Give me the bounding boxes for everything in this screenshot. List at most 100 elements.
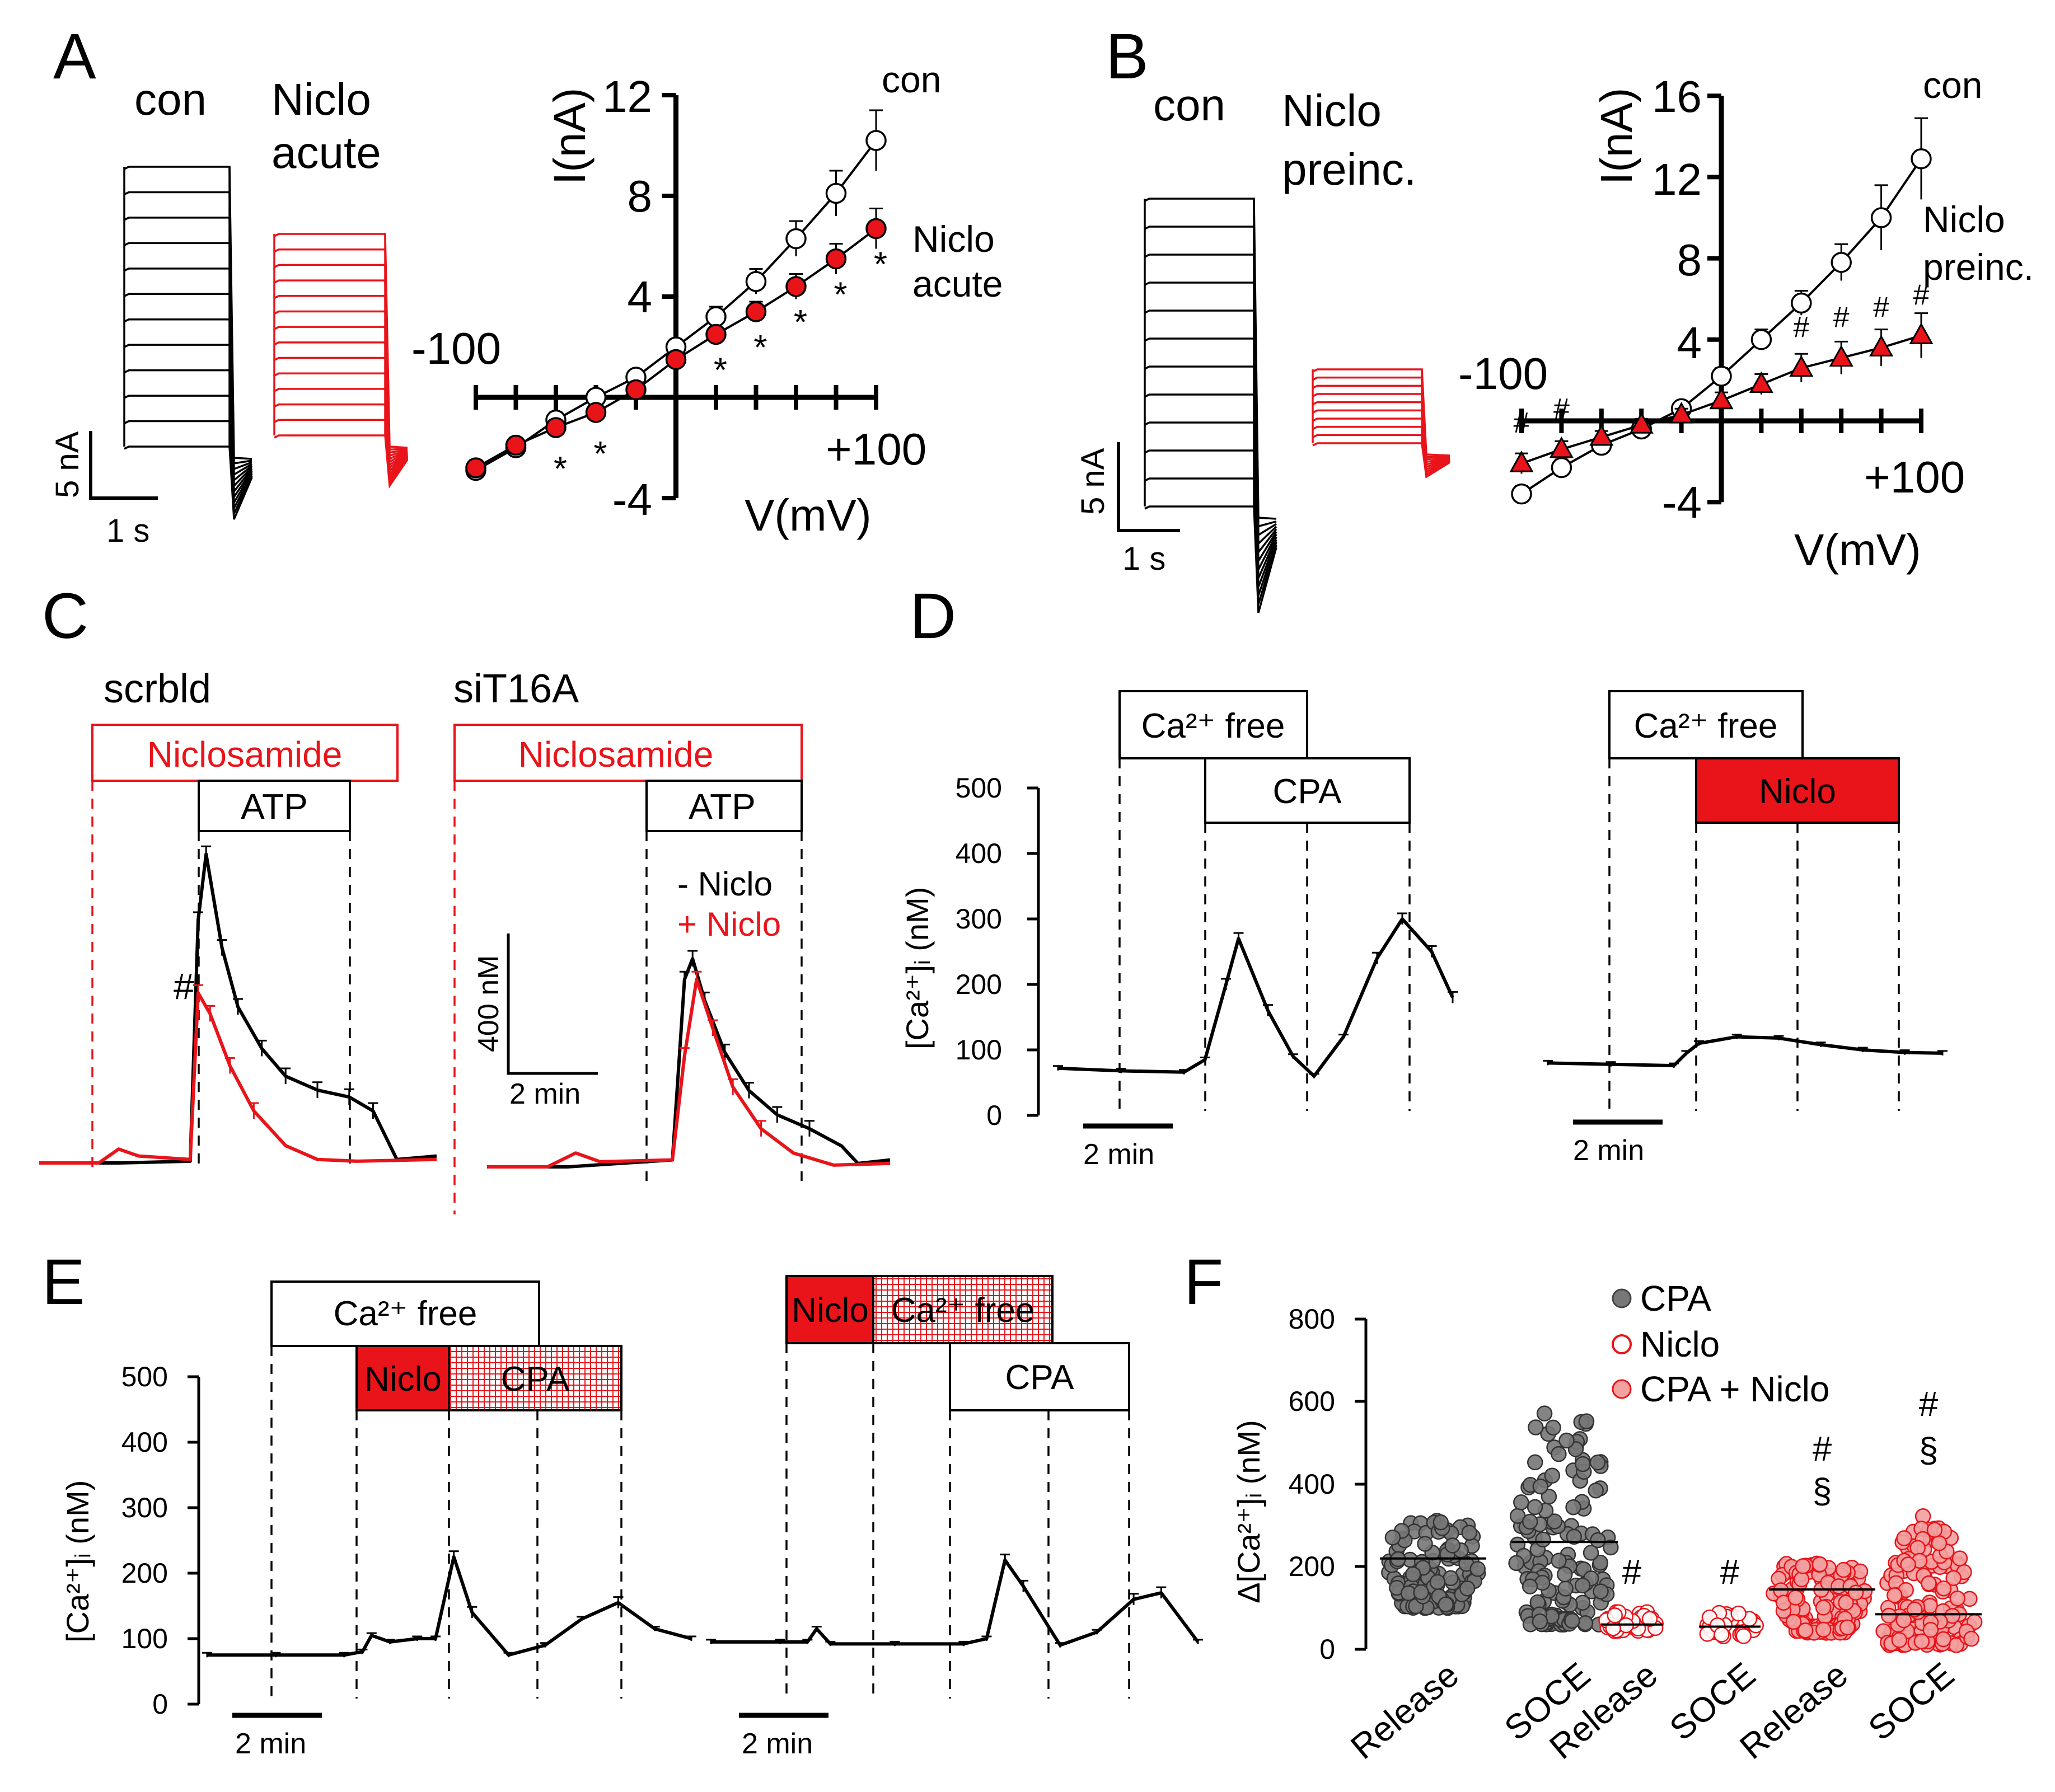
scatter-point <box>1575 1456 1591 1472</box>
scatter-point <box>1887 1587 1903 1603</box>
scatter-point <box>1787 1589 1804 1606</box>
scatter-point <box>1546 1513 1563 1530</box>
calcium-trace <box>1057 917 1454 1078</box>
panel-d-left-cpa-label: CPA <box>1273 772 1342 811</box>
scatter-point <box>1913 1633 1930 1650</box>
scatter-point <box>1795 1558 1811 1574</box>
panel-c-right-niclosamide-label: Niclosamide <box>518 734 714 775</box>
iv-point <box>1750 329 1772 350</box>
panel-a-con-label: con <box>134 74 207 124</box>
panel-a-iv-plot: I(nA) V(mV) -100 +100 12 8 4 -4 con Nicl… <box>411 59 1003 540</box>
iv-point <box>1509 451 1534 472</box>
panel-e-left-niclo-box <box>355 1345 450 1411</box>
panel-d-y-axis-label: [Ca²⁺]ᵢ (nM) <box>900 887 935 1049</box>
significance-marker: * <box>753 329 767 367</box>
scatter-point <box>1880 1607 1897 1624</box>
scatter-point <box>1785 1613 1802 1630</box>
scatter-point <box>1815 1599 1832 1616</box>
current-step-trace <box>1312 376 1450 458</box>
scatter-point <box>1847 1584 1864 1601</box>
panel-b-con-current-traces <box>1144 198 1277 613</box>
scatter-point <box>1528 1419 1544 1436</box>
panel-e-right-cpa-box <box>949 1342 1130 1411</box>
scatter-point <box>1951 1550 1968 1566</box>
scatter-point <box>1532 1613 1548 1630</box>
iv-point <box>1629 412 1654 434</box>
scatter-point <box>1566 1528 1583 1545</box>
scatter-point <box>1384 1530 1401 1546</box>
panel-c-left-atp-label: ATP <box>241 786 308 827</box>
panel-e: 500 400 300 200 100 0 [Ca²⁺]ᵢ (nM) Ca²⁺ … <box>60 1275 1203 1760</box>
significance-marker: § <box>1919 1431 1938 1470</box>
significance-marker: # <box>1720 1553 1740 1592</box>
panel-b-niclo-label-1: Niclo <box>1282 86 1382 135</box>
scatter-point <box>1459 1580 1476 1597</box>
panel-e-left-ca-free-label: Ca²⁺ free <box>334 1294 478 1333</box>
panel-a-iv-y-tick-8: 8 <box>628 171 653 221</box>
iv-point <box>1711 365 1732 387</box>
panel-a-con-current-traces <box>123 166 253 520</box>
panel-b-series-niclo-label-1: Niclo <box>1923 199 2005 240</box>
panel-c-scale-y-label: 400 nM <box>472 955 505 1052</box>
panel-e-y-axis <box>188 1375 200 1706</box>
panel-a-traces: con Niclo acute 5 nA 1 s <box>49 74 409 549</box>
panel-e-y-tick-500: 500 <box>121 1361 168 1392</box>
scatter-point <box>1921 1575 1937 1592</box>
panel-c-right-niclosamide-box <box>453 724 803 782</box>
scatter-point <box>1641 1611 1658 1627</box>
iv-point <box>505 434 527 456</box>
iv-point <box>1511 483 1532 505</box>
panel-f-y-tick-400: 400 <box>1289 1469 1335 1500</box>
panel-a-iv-x-min: -100 <box>411 323 501 373</box>
panel-e-right-ca-free-box <box>872 1275 1054 1344</box>
panel-c: scrbld siT16A Niclosamide ATP Niclosamid… <box>39 667 891 1214</box>
scatter-point <box>1551 1446 1567 1462</box>
scatter-point <box>1522 1578 1538 1594</box>
panel-e-y-axis-label: [Ca²⁺]ᵢ (nM) <box>60 1480 95 1643</box>
significance-marker: * <box>794 303 807 342</box>
iv-point <box>585 402 607 423</box>
panel-f-y-axis <box>1355 1317 1368 1651</box>
panel-c-scale-bar <box>507 933 598 1075</box>
panel-f-legend: CPA Niclo CPA + Niclo <box>1612 1278 1830 1409</box>
significance-marker: * <box>593 435 607 473</box>
panel-b-iv-y-label: I(nA) <box>1591 88 1641 185</box>
panel-b-iv-y-tick-16: 16 <box>1652 72 1702 121</box>
scatter-point <box>1922 1622 1939 1638</box>
panel-letter-d: D <box>910 580 956 652</box>
panel-c-hash-marker: # <box>174 965 194 1007</box>
panel-e-left-cpa-box <box>448 1345 622 1411</box>
scatter-point <box>1900 1556 1916 1573</box>
panel-c-scale-x-label: 2 min <box>509 1078 581 1110</box>
panel-b-iv-x-label: V(mV) <box>1794 525 1921 575</box>
panel-a-scale-bar <box>89 431 158 500</box>
panel-letter-f: F <box>1184 1246 1223 1318</box>
legend-marker-cpa <box>1612 1288 1632 1308</box>
iv-point <box>785 276 807 297</box>
panel-b-traces: con Niclo preinc. 5 nA 1 s <box>1075 80 1450 613</box>
panel-b-iv-axes <box>1519 93 1923 505</box>
panel-c-left-niclosamide-box <box>91 724 399 782</box>
panel-d-dashed-lines <box>1118 758 1900 1111</box>
x-category-label: Release <box>1344 1655 1466 1767</box>
panel-f: 800 600 400 200 0 Δ[Ca²⁺]ᵢ (nM) CPA Nicl… <box>1231 1278 1983 1767</box>
panel-d-right-niclo-label: Niclo <box>1759 772 1836 811</box>
significance-marker: * <box>834 276 847 315</box>
scatter-point <box>1565 1499 1581 1516</box>
scatter-point <box>1793 1571 1810 1588</box>
iv-point <box>1870 207 1892 228</box>
scatter-point <box>1589 1455 1606 1471</box>
scatter-point <box>1895 1612 1912 1629</box>
panel-b-niclo-current-traces <box>1312 368 1450 479</box>
panel-c-right-title: siT16A <box>453 667 579 711</box>
legend-marker-cpa-niclo <box>1612 1379 1632 1399</box>
panel-a-iv-y-label: I(nA) <box>545 88 595 185</box>
panel-c-legend-minus: - Niclo <box>677 865 773 903</box>
significance-marker: # <box>1833 301 1850 334</box>
panel-e-left-scale-label: 2 min <box>235 1728 306 1760</box>
panel-c-left-niclosamide-label: Niclosamide <box>147 734 343 775</box>
panel-b-series-niclo-label-2: preinc. <box>1923 246 2034 288</box>
panel-d-right-trace <box>1543 1034 1948 1068</box>
scatter-point <box>1556 1566 1573 1583</box>
panel-d: 500 400 300 200 100 0 [Ca²⁺]ᵢ (nM) Ca²⁺ … <box>900 690 1948 1171</box>
